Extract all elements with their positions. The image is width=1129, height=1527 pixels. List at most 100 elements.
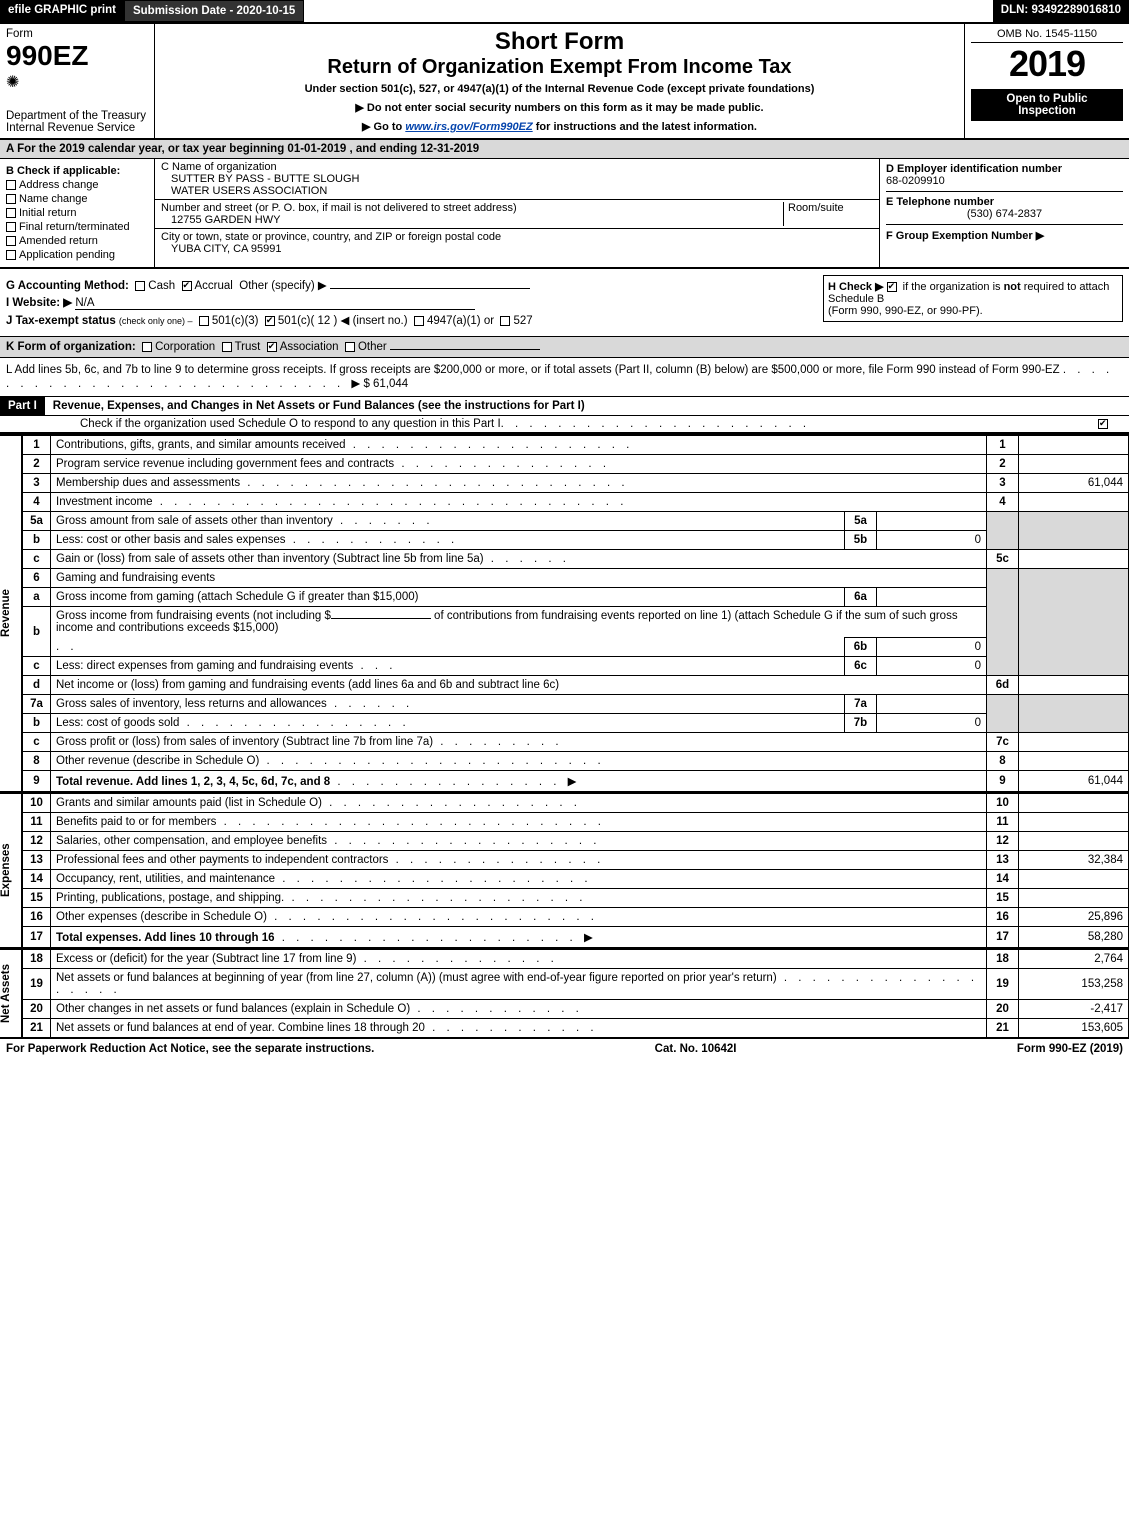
section-h: H Check ▶ if the organization is not req… <box>823 275 1123 322</box>
line-1: 1Contributions, gifts, grants, and simil… <box>23 436 1129 455</box>
chk-assoc[interactable] <box>267 342 277 352</box>
line-13: 13Professional fees and other payments t… <box>23 851 1129 870</box>
l16-num: 16 <box>23 908 51 927</box>
g-other-input[interactable] <box>330 288 530 289</box>
h-not: not <box>1004 281 1021 293</box>
l6b-num: b <box>23 607 51 657</box>
goto-link[interactable]: www.irs.gov/Form990EZ <box>405 121 532 133</box>
org-name-1: SUTTER BY PASS - BUTTE SLOUGH <box>161 173 873 185</box>
line-7b: bLess: cost of goods sold . . . . . . . … <box>23 714 1129 733</box>
j-4947: 4947(a)(1) or <box>427 315 494 327</box>
l8-desc: Other revenue (describe in Schedule O) <box>56 755 259 767</box>
l17-num: 17 <box>23 927 51 948</box>
line-6: 6Gaming and fundraising events <box>23 569 1129 588</box>
l6b-subval: 0 <box>877 638 987 657</box>
l-arrow: ▶ <box>351 378 360 390</box>
l5b-subref: 5b <box>845 531 877 550</box>
l9-val: 61,044 <box>1019 771 1129 792</box>
line-14: 14 Occupancy, rent, utilities, and mainte… <box>23 870 1129 889</box>
l7c-val <box>1019 733 1129 752</box>
l7c-ref: 7c <box>987 733 1019 752</box>
l3-val: 61,044 <box>1019 474 1129 493</box>
line-11: 11Benefits paid to or for members . . . … <box>23 813 1129 832</box>
line-6d: dNet income or (loss) from gaming and fu… <box>23 676 1129 695</box>
expenses-table: 10Grants and similar amounts paid (list … <box>22 793 1129 948</box>
chk-name-change[interactable] <box>6 194 16 204</box>
l15-val <box>1019 889 1129 908</box>
chk-501c3[interactable] <box>199 316 209 326</box>
l5a-num: 5a <box>23 512 51 531</box>
l14-ref: 14 <box>987 870 1019 889</box>
c-room-label: Room/suite <box>788 202 873 214</box>
l5c-desc: Gain or (loss) from sale of assets other… <box>56 553 484 565</box>
line-7c: cGross profit or (loss) from sales of in… <box>23 733 1129 752</box>
k-other-input[interactable] <box>390 349 540 350</box>
chk-527[interactable] <box>500 316 510 326</box>
l6a-subref: 6a <box>845 588 877 607</box>
l6-ref-grey <box>987 569 1019 676</box>
lbl-address-change: Address change <box>19 179 99 191</box>
chk-501c[interactable] <box>265 316 275 326</box>
l4-num: 4 <box>23 493 51 512</box>
l6d-desc: Net income or (loss) from gaming and fun… <box>51 676 987 695</box>
l18-ref: 18 <box>987 950 1019 969</box>
omb-number: OMB No. 1545-1150 <box>971 28 1123 43</box>
chk-address-change[interactable] <box>6 180 16 190</box>
chk-4947[interactable] <box>414 316 424 326</box>
l16-desc: Other expenses (describe in Schedule O) <box>56 911 267 923</box>
chk-amended-return[interactable] <box>6 236 16 246</box>
l6d-ref: 6d <box>987 676 1019 695</box>
chk-other-org[interactable] <box>345 342 355 352</box>
chk-corp[interactable] <box>142 342 152 352</box>
section-l: L Add lines 5b, 6c, and 7b to line 9 to … <box>0 358 1129 397</box>
dept-label: Department of the Treasury <box>6 110 148 122</box>
k-other: Other <box>358 341 387 353</box>
line-5b: bLess: cost or other basis and sales exp… <box>23 531 1129 550</box>
c-name-label: C Name of organization <box>161 161 873 173</box>
l4-ref: 4 <box>987 493 1019 512</box>
l7b-desc: Less: cost of goods sold <box>56 717 179 729</box>
l9-num: 9 <box>23 771 51 792</box>
form-number: 990EZ <box>6 40 148 72</box>
chk-scheduleO[interactable] <box>1098 419 1108 429</box>
l6b-blank[interactable] <box>331 618 431 619</box>
efile-label[interactable]: efile GRAPHIC print <box>0 0 124 22</box>
section-k: K Form of organization: Corporation Trus… <box>0 337 1129 358</box>
l5b-desc: Less: cost or other basis and sales expe… <box>56 534 286 546</box>
l10-ref: 10 <box>987 794 1019 813</box>
l11-desc: Benefits paid to or for members <box>56 816 216 828</box>
l5c-num: c <box>23 550 51 569</box>
chk-initial-return[interactable] <box>6 208 16 218</box>
k-trust: Trust <box>235 341 261 353</box>
l2-desc: Program service revenue including govern… <box>56 458 394 470</box>
l6-val-grey <box>1019 569 1129 676</box>
chk-application-pending[interactable] <box>6 250 16 260</box>
l6a-desc: Gross income from gaming (attach Schedul… <box>51 588 845 607</box>
line-21: 21Net assets or fund balances at end of … <box>23 1019 1129 1038</box>
l18-desc: Excess or (deficit) for the year (Subtra… <box>56 953 356 965</box>
open-public-badge: Open to Public Inspection <box>971 89 1123 121</box>
footer-center: Cat. No. 10642I <box>655 1043 737 1055</box>
chk-final-return[interactable] <box>6 222 16 232</box>
l14-desc: Occupancy, rent, utilities, and maintena… <box>56 873 275 885</box>
l5c-ref: 5c <box>987 550 1019 569</box>
chk-h[interactable] <box>887 282 897 292</box>
scheduleO-dots: . . . . . . . . . . . . . . . . . . . . … <box>501 418 810 430</box>
l7ab-val-grey <box>1019 695 1129 733</box>
l7a-num: 7a <box>23 695 51 714</box>
chk-trust[interactable] <box>222 342 232 352</box>
footer-left: For Paperwork Reduction Act Notice, see … <box>6 1043 374 1055</box>
l17-desc: Total expenses. Add lines 10 through 16 <box>56 932 275 944</box>
l21-ref: 21 <box>987 1019 1019 1038</box>
lbl-amended-return: Amended return <box>19 235 98 247</box>
l1-val <box>1019 436 1129 455</box>
l7c-num: c <box>23 733 51 752</box>
l4-val <box>1019 493 1129 512</box>
chk-cash[interactable] <box>135 281 145 291</box>
revenue-section: Revenue 1Contributions, gifts, grants, a… <box>0 433 1129 792</box>
l3-num: 3 <box>23 474 51 493</box>
l5ab-ref-grey <box>987 512 1019 550</box>
chk-accrual[interactable] <box>182 281 192 291</box>
l14-val <box>1019 870 1129 889</box>
l2-num: 2 <box>23 455 51 474</box>
